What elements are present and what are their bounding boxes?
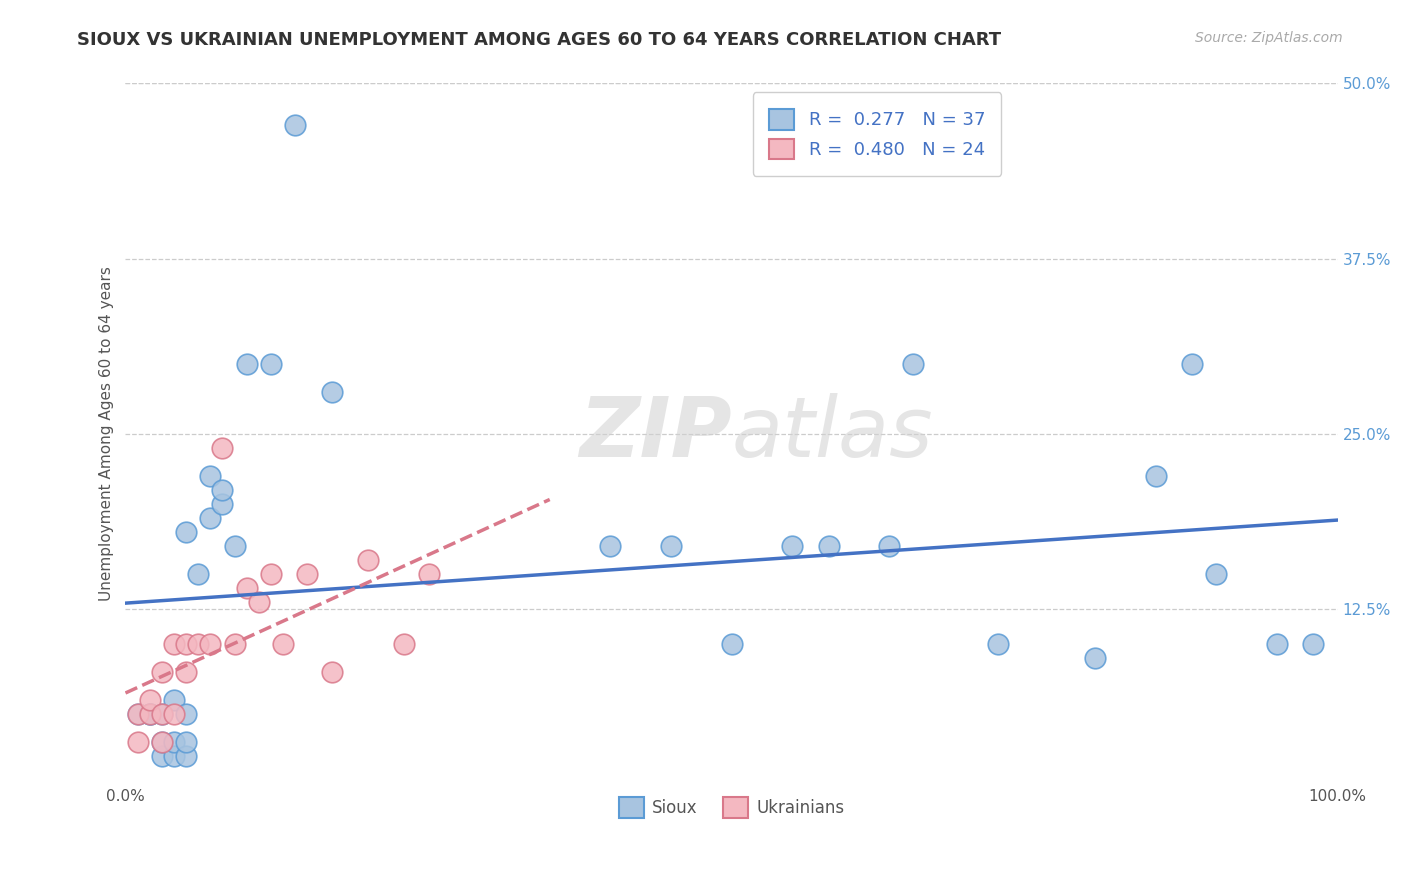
Y-axis label: Unemployment Among Ages 60 to 64 years: Unemployment Among Ages 60 to 64 years: [100, 266, 114, 601]
Point: [163, 706, 186, 721]
Text: ZIP: ZIP: [579, 393, 731, 474]
Point: [150, 706, 173, 721]
Point: [174, 665, 197, 679]
Point: [127, 706, 149, 721]
Point: [418, 566, 440, 581]
Point: [138, 706, 160, 721]
Point: [1181, 357, 1204, 371]
Point: [138, 706, 160, 721]
Point: [163, 735, 186, 749]
Point: [127, 735, 149, 749]
Point: [1084, 650, 1107, 665]
Point: [321, 384, 343, 399]
Point: [224, 539, 246, 553]
Point: [174, 706, 197, 721]
Point: [211, 497, 233, 511]
Text: atlas: atlas: [731, 393, 934, 474]
Point: [271, 637, 294, 651]
Point: [163, 692, 186, 706]
Point: [247, 595, 270, 609]
Point: [187, 637, 209, 651]
Point: [138, 706, 160, 721]
Point: [150, 748, 173, 763]
Point: [163, 637, 186, 651]
Point: [200, 637, 222, 651]
Point: [211, 441, 233, 455]
Text: SIOUX VS UKRAINIAN UNEMPLOYMENT AMONG AGES 60 TO 64 YEARS CORRELATION CHART: SIOUX VS UKRAINIAN UNEMPLOYMENT AMONG AG…: [77, 31, 1001, 49]
Point: [150, 735, 173, 749]
Point: [394, 637, 416, 651]
Point: [877, 539, 900, 553]
Legend: Sioux, Ukrainians: Sioux, Ukrainians: [612, 790, 851, 824]
Point: [127, 706, 149, 721]
Point: [174, 748, 197, 763]
Point: [235, 357, 257, 371]
Point: [1265, 637, 1288, 651]
Point: [187, 566, 209, 581]
Point: [235, 581, 257, 595]
Point: [599, 539, 621, 553]
Point: [297, 566, 319, 581]
Point: [200, 510, 222, 524]
Point: [780, 539, 803, 553]
Point: [150, 706, 173, 721]
Point: [211, 483, 233, 497]
Point: [174, 637, 197, 651]
Point: [1205, 566, 1227, 581]
Point: [260, 566, 283, 581]
Point: [720, 637, 742, 651]
Point: [174, 524, 197, 539]
Point: [150, 735, 173, 749]
Point: [224, 637, 246, 651]
Point: [138, 692, 160, 706]
Point: [659, 539, 682, 553]
Point: [200, 468, 222, 483]
Point: [150, 665, 173, 679]
Point: [903, 357, 925, 371]
Point: [321, 665, 343, 679]
Point: [1144, 468, 1167, 483]
Point: [357, 552, 380, 566]
Point: [817, 539, 839, 553]
Point: [987, 637, 1010, 651]
Point: [284, 119, 307, 133]
Text: Source: ZipAtlas.com: Source: ZipAtlas.com: [1195, 31, 1343, 45]
Point: [174, 735, 197, 749]
Point: [163, 748, 186, 763]
Point: [260, 357, 283, 371]
Point: [1302, 637, 1324, 651]
